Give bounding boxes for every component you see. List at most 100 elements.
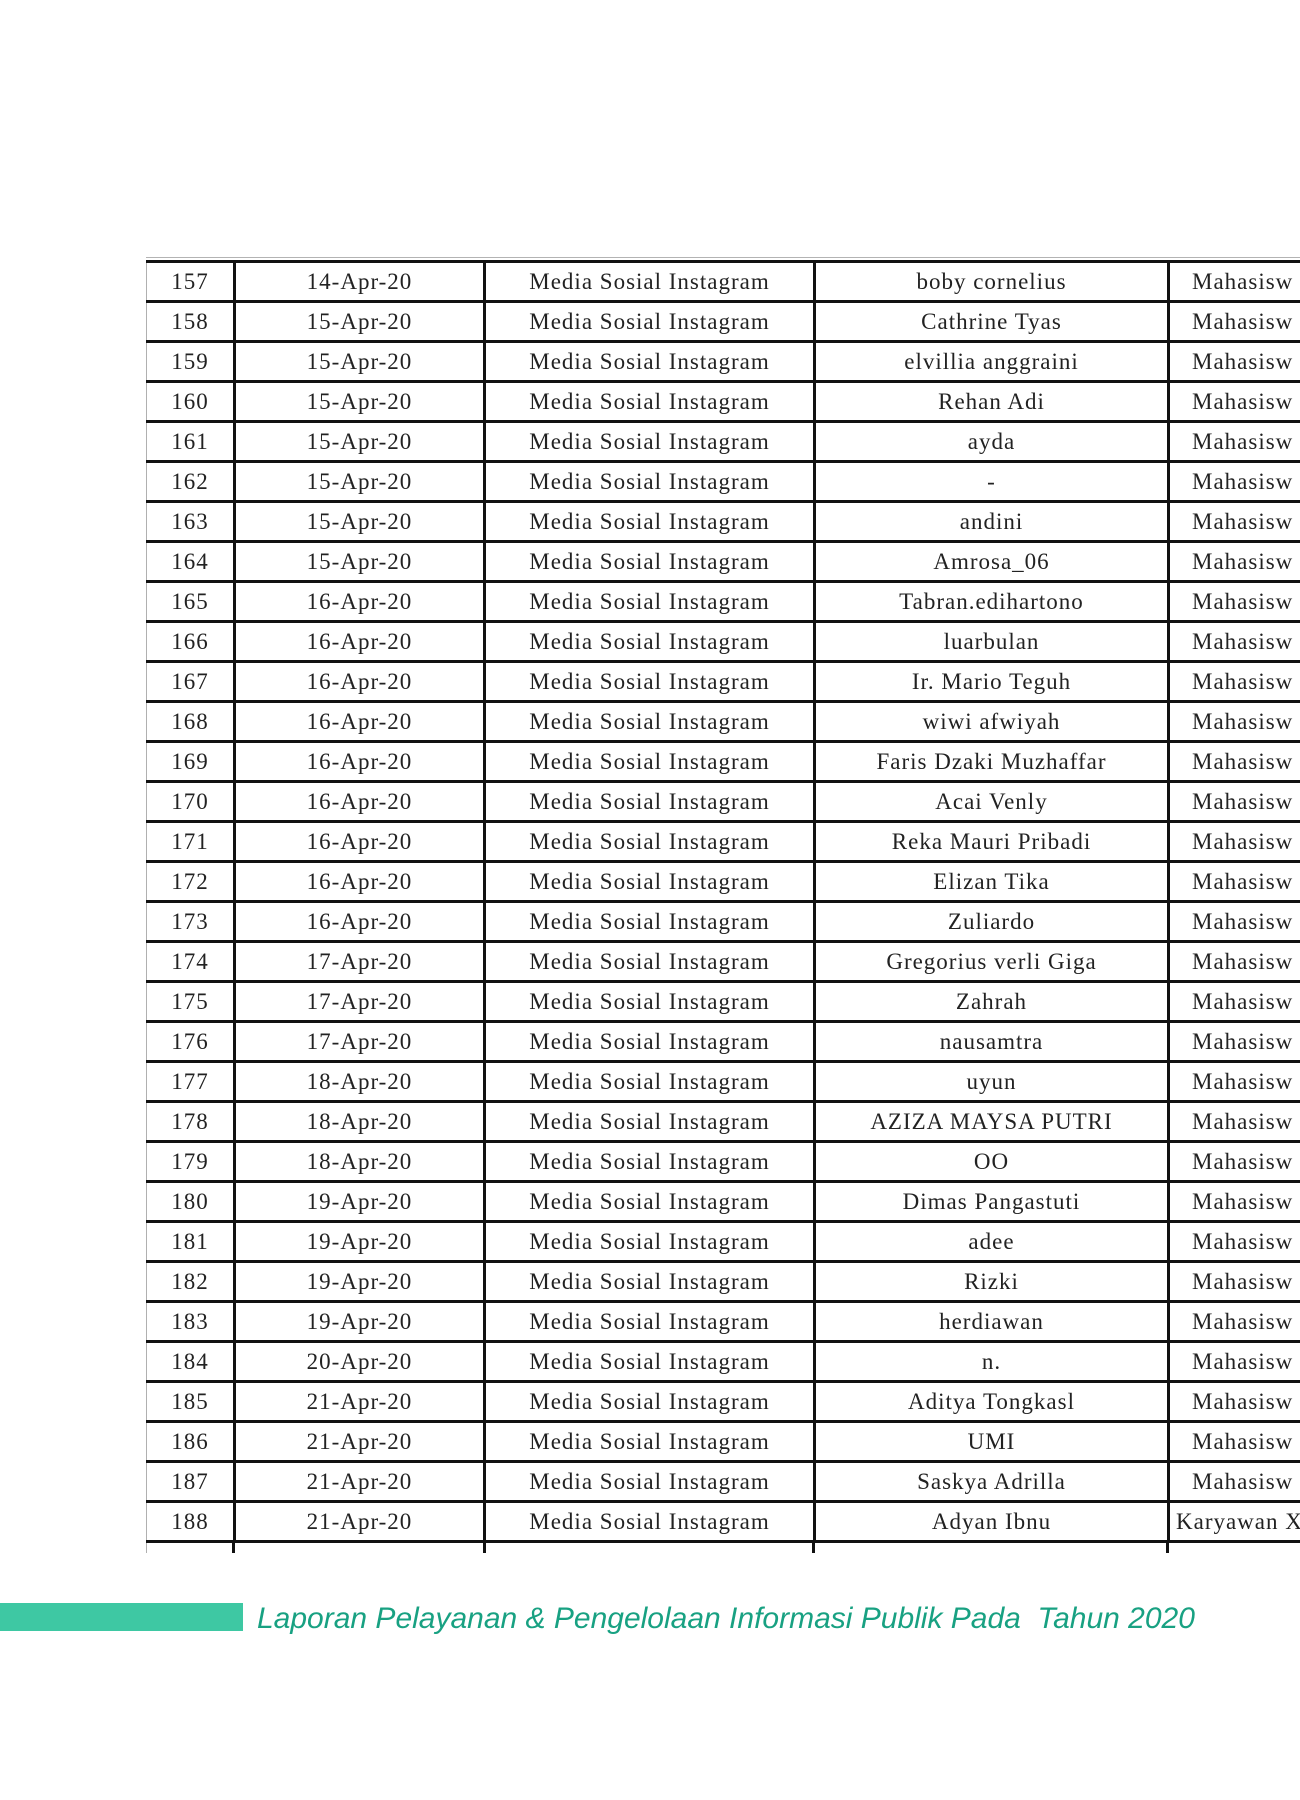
table-cell-date: 16-Apr-20 [233,580,486,623]
report-table: 157 14-Apr-20 Media Sosial Instagram boby c… [146,260,1300,1543]
table-cell-media: Media Sosial Instagram [483,1140,816,1183]
table-cell-name: elvillia anggraini [813,340,1170,383]
table-cell-name: uyun [813,1060,1170,1103]
table-cut-row-stub [1166,1543,1169,1553]
table-cell-date: 18-Apr-20 [233,1060,486,1103]
table-cell-media: Media Sosial Instagram [483,1380,816,1423]
table-cell-media: Media Sosial Instagram [483,300,816,343]
table-cell-date: 19-Apr-20 [233,1180,486,1223]
table-cell-status: Mahasisw [1167,1460,1300,1503]
table-cell-media: Media Sosial Instagram [483,940,816,983]
table-cell-name: Elizan Tika [813,860,1170,903]
table-cell-status: Mahasisw [1167,660,1300,703]
table-cell-date: 16-Apr-20 [233,620,486,663]
table-cell-date: 16-Apr-20 [233,820,486,863]
table-cell-name: Rizki [813,1260,1170,1303]
table-cell-status: Mahasisw [1167,1260,1300,1303]
table-cell-status: Mahasisw [1167,340,1300,383]
table-row: 178 18-Apr-20 Media Sosial Instagram AZIZA … [146,1100,1300,1143]
table-cell-status: Mahasisw [1167,820,1300,863]
footer-accent-bar [0,1603,243,1631]
table-cell-media: Media Sosial Instagram [483,860,816,903]
table-cell-name: Reka Mauri Pribadi [813,820,1170,863]
table-cell-no: 171 [146,820,236,863]
table-cell-status: Mahasisw [1167,740,1300,783]
table-cell-name: Adyan Ibnu [813,1500,1170,1543]
table-cell-media: Media Sosial Instagram [483,1460,816,1503]
table-cell-date: 19-Apr-20 [233,1300,486,1343]
table-cell-name: AZIZA MAYSA PUTRI [813,1100,1170,1143]
table-cell-name: adee [813,1220,1170,1263]
table-cell-name: andini [813,500,1170,543]
table-cell-name: UMI [813,1420,1170,1463]
table-cell-media: Media Sosial Instagram [483,1060,816,1103]
table-cut-row-stub [232,1543,235,1553]
table-cell-status: Mahasisw [1167,900,1300,943]
table-cell-no: 173 [146,900,236,943]
table-cell-date: 15-Apr-20 [233,420,486,463]
table-cell-no: 164 [146,540,236,583]
table-cell-date: 19-Apr-20 [233,1220,486,1263]
table-cell-no: 188 [146,1500,236,1543]
table-row: 176 17-Apr-20 Media Sosial Instagram nausam… [146,1020,1300,1063]
table-cell-name: Aditya Tongkasl [813,1380,1170,1423]
table-cell-no: 158 [146,300,236,343]
table-cut-row-stub [146,1543,147,1553]
table-cell-media: Media Sosial Instagram [483,1420,816,1463]
table-cell-status: Mahasisw [1167,1300,1300,1343]
table-row: 171 16-Apr-20 Media Sosial Instagram Reka M… [146,820,1300,863]
table-cell-no: 168 [146,700,236,743]
table-cell-name: Rehan Adi [813,380,1170,423]
table-cell-no: 166 [146,620,236,663]
table-cell-no: 187 [146,1460,236,1503]
table-cell-date: 21-Apr-20 [233,1380,486,1423]
table-cell-status: Mahasisw [1167,580,1300,623]
table-cell-date: 21-Apr-20 [233,1420,486,1463]
table-cell-media: Media Sosial Instagram [483,700,816,743]
table-row: 162 15-Apr-20 Media Sosial Instagram - Mahas… [146,460,1300,503]
table-cell-no: 160 [146,380,236,423]
table-cell-name: ayda [813,420,1170,463]
table-cell-date: 15-Apr-20 [233,500,486,543]
table-cell-media: Media Sosial Instagram [483,740,816,783]
table-row: 158 15-Apr-20 Media Sosial Instagram Cathri… [146,300,1300,343]
table-cell-date: 16-Apr-20 [233,900,486,943]
table-cell-no: 184 [146,1340,236,1383]
table-cell-status: Mahasisw [1167,380,1300,423]
table-cell-no: 165 [146,580,236,623]
table-row: 183 19-Apr-20 Media Sosial Instagram herdia… [146,1300,1300,1343]
table-cell-media: Media Sosial Instagram [483,460,816,503]
table-cell-no: 185 [146,1380,236,1423]
table-cell-status: Mahasisw [1167,860,1300,903]
table-cell-media: Media Sosial Instagram [483,820,816,863]
table-cell-name: Ir. Mario Teguh [813,660,1170,703]
table-cell-media: Media Sosial Instagram [483,1020,816,1063]
table-cell-media: Media Sosial Instagram [483,340,816,383]
table-row: 165 16-Apr-20 Media Sosial Instagram Tabran… [146,580,1300,623]
table-cell-date: 17-Apr-20 [233,1020,486,1063]
table-cell-no: 170 [146,780,236,823]
table-cell-media: Media Sosial Instagram [483,620,816,663]
table-cell-status: Mahasisw [1167,260,1300,303]
table-cell-name: boby cornelius [813,260,1170,303]
table-cell-media: Media Sosial Instagram [483,260,816,303]
table-cell-date: 16-Apr-20 [233,860,486,903]
table-cell-media: Media Sosial Instagram [483,380,816,423]
table-cell-status: Mahasisw [1167,540,1300,583]
footer-title: Laporan Pelayanan & Pengelolaan Informas… [257,1602,1195,1635]
table-cell-media: Media Sosial Instagram [483,540,816,583]
table-cell-status: Mahasisw [1167,500,1300,543]
table-cell-date: 19-Apr-20 [233,1260,486,1303]
table-cell-media: Media Sosial Instagram [483,500,816,543]
table-row: 164 15-Apr-20 Media Sosial Instagram Amrosa… [146,540,1300,583]
table-cell-status: Mahasisw [1167,300,1300,343]
table-row: 157 14-Apr-20 Media Sosial Instagram boby c… [146,260,1300,303]
table-cell-no: 181 [146,1220,236,1263]
table-cell-media: Media Sosial Instagram [483,420,816,463]
table-cell-media: Media Sosial Instagram [483,1260,816,1303]
table-cell-status: Mahasisw [1167,940,1300,983]
table-cell-media: Media Sosial Instagram [483,660,816,703]
table-cell-name: Faris Dzaki Muzhaffar [813,740,1170,783]
table-row: 181 19-Apr-20 Media Sosial Instagram adee Ma… [146,1220,1300,1263]
table-cell-no: 178 [146,1100,236,1143]
